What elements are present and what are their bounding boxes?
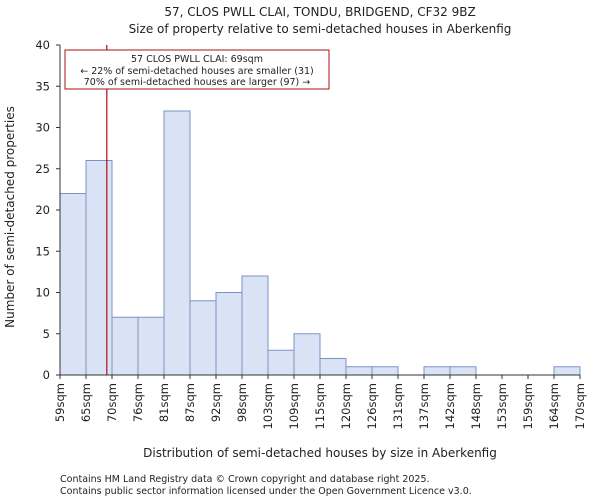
annotation-line2: ← 22% of semi-detached houses are smalle… — [80, 66, 314, 77]
x-tick-label: 81sqm — [157, 383, 171, 422]
x-ticks: 59sqm 65sqm 70sqm 76sqm 81sqm 87sqm 92sqm 98sqm… — [53, 375, 587, 429]
y-tick-label: 25 — [35, 162, 50, 176]
x-tick-label: 148sqm — [469, 383, 483, 429]
annotation-line1: 57 CLOS PWLL CLAI: 69sqm — [131, 54, 263, 65]
histogram-bar — [85, 160, 113, 376]
y-tick-label: 35 — [35, 79, 50, 93]
x-tick-label: 126sqm — [365, 383, 379, 429]
x-tick-label: 65sqm — [79, 383, 93, 422]
y-tick-label: 10 — [35, 286, 50, 300]
y-tick-label: 5 — [43, 327, 50, 341]
y-axis-label: Number of semi-detached properties — [3, 106, 17, 328]
y-tick-label: 40 — [35, 38, 50, 52]
chart-title-line1: 57, CLOS PWLL CLAI, TONDU, BRIDGEND, CF3… — [164, 5, 475, 19]
histogram-bar — [345, 366, 373, 376]
x-tick-label: 109sqm — [287, 383, 301, 429]
x-tick-label: 131sqm — [391, 383, 405, 429]
x-axis-label: Distribution of semi-detached houses by … — [143, 446, 497, 460]
annotation-border — [64, 49, 330, 90]
y-tick-label: 20 — [35, 203, 50, 217]
histogram-bar — [267, 349, 295, 376]
histogram-bar — [163, 110, 191, 376]
x-tick-label: 170sqm — [573, 383, 587, 429]
y-tick-label: 15 — [35, 244, 50, 258]
y-tick-label: 30 — [35, 121, 50, 135]
chart-title-line2: Size of property relative to semi-detach… — [129, 22, 512, 36]
histogram-bar — [449, 366, 477, 376]
x-tick-label: 70sqm — [105, 383, 119, 422]
histogram-bar — [423, 366, 451, 376]
histogram-bar — [293, 333, 321, 376]
histogram-bar — [241, 275, 269, 376]
annotation-line3: 70% of semi-detached houses are larger (… — [84, 77, 311, 88]
x-tick-label: 115sqm — [313, 383, 327, 429]
bars-group — [59, 110, 581, 376]
histogram-bar — [111, 316, 139, 376]
histogram-bar — [371, 366, 399, 376]
footer-line2: Contains public sector information licen… — [60, 486, 472, 497]
histogram-bar — [319, 358, 347, 376]
y-tick-label: 0 — [43, 368, 50, 382]
x-tick-label: 159sqm — [521, 383, 535, 429]
histogram-bar — [553, 366, 581, 376]
y-ticks: 0 5 10 15 20 25 30 35 40 — [35, 38, 60, 382]
footer-line1: Contains HM Land Registry data © Crown c… — [60, 474, 430, 485]
histogram-bar — [215, 292, 243, 376]
x-tick-label: 92sqm — [209, 383, 223, 422]
x-tick-label: 59sqm — [53, 383, 67, 422]
x-tick-label: 87sqm — [183, 383, 197, 422]
annotation-box: 57 CLOS PWLL CLAI: 69sqm ← 22% of semi-d… — [64, 49, 330, 90]
x-tick-label: 164sqm — [547, 383, 561, 429]
x-tick-label: 153sqm — [495, 383, 509, 429]
histogram-bar — [59, 193, 87, 376]
x-tick-label: 142sqm — [443, 383, 457, 429]
x-tick-label: 120sqm — [339, 383, 353, 429]
x-tick-label: 76sqm — [131, 383, 145, 422]
x-tick-label: 98sqm — [235, 383, 249, 422]
x-tick-label: 137sqm — [417, 383, 431, 429]
x-tick-label: 103sqm — [261, 383, 275, 429]
histogram-bar — [189, 300, 217, 376]
histogram-bar — [137, 316, 165, 376]
